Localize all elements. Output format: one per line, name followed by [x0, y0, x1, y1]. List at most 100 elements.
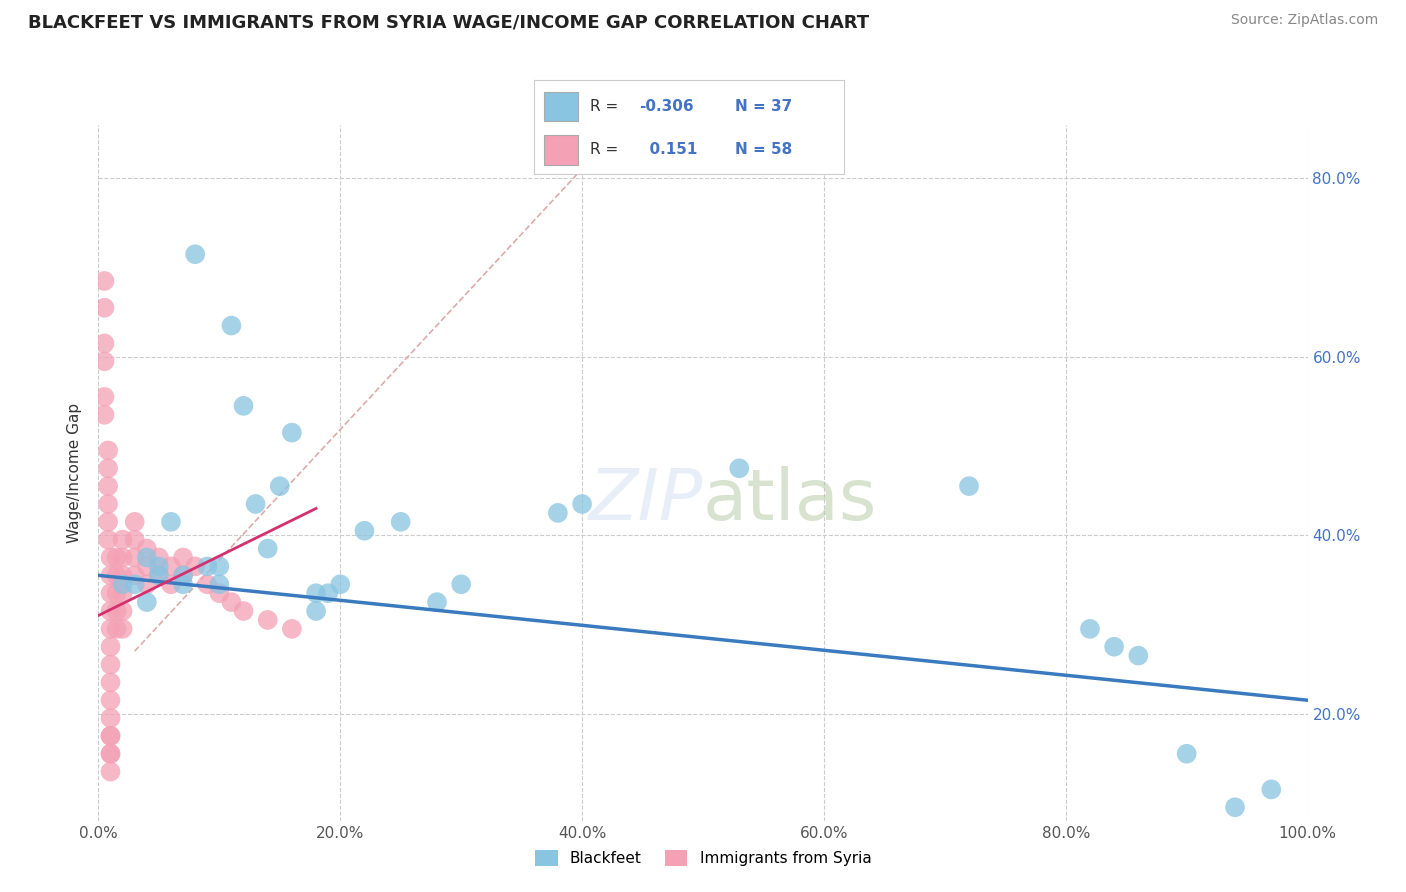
Point	[93, 390, 115, 404]
Point	[195, 577, 218, 591]
Point	[172, 550, 194, 565]
Point	[256, 613, 278, 627]
Point	[100, 747, 122, 761]
Y-axis label: Wage/Income Gap: Wage/Income Gap	[67, 402, 83, 543]
Point	[111, 568, 134, 582]
Point	[105, 622, 128, 636]
Point	[208, 559, 231, 574]
Point	[93, 274, 115, 288]
Point	[124, 568, 146, 582]
Point	[148, 550, 170, 565]
Point	[105, 568, 128, 582]
Point	[208, 586, 231, 600]
Point	[100, 640, 122, 654]
Text: R =: R =	[591, 142, 623, 157]
Text: ZIP: ZIP	[589, 467, 703, 535]
Point	[111, 622, 134, 636]
Point	[93, 301, 115, 315]
Point	[97, 497, 120, 511]
Point	[1128, 648, 1150, 663]
Point	[426, 595, 449, 609]
Point	[97, 479, 120, 493]
Point	[172, 568, 194, 582]
Point	[111, 586, 134, 600]
Text: 0.151: 0.151	[640, 142, 697, 157]
Point	[97, 533, 120, 547]
Point	[1175, 747, 1198, 761]
Point	[221, 595, 243, 609]
Point	[1078, 622, 1101, 636]
Point	[100, 550, 122, 565]
Point	[111, 550, 134, 565]
Point	[353, 524, 375, 538]
Point	[105, 604, 128, 618]
Point	[1260, 782, 1282, 797]
Point	[100, 693, 122, 707]
Point	[208, 577, 231, 591]
Point	[111, 577, 134, 591]
Point	[100, 747, 122, 761]
Point	[93, 336, 115, 351]
Point	[100, 657, 122, 672]
FancyBboxPatch shape	[544, 135, 578, 164]
Point	[97, 443, 120, 458]
Point	[100, 675, 122, 690]
Point	[135, 559, 157, 574]
Point	[1102, 640, 1125, 654]
Point	[160, 515, 183, 529]
Point	[124, 550, 146, 565]
Point	[100, 729, 122, 743]
Point	[245, 497, 267, 511]
Point	[1223, 800, 1246, 814]
Point	[232, 399, 254, 413]
Text: Source: ZipAtlas.com: Source: ZipAtlas.com	[1230, 13, 1378, 28]
Point	[100, 604, 122, 618]
Text: -0.306: -0.306	[640, 99, 695, 114]
Legend: Blackfeet, Immigrants from Syria: Blackfeet, Immigrants from Syria	[529, 844, 877, 872]
Text: BLACKFEET VS IMMIGRANTS FROM SYRIA WAGE/INCOME GAP CORRELATION CHART: BLACKFEET VS IMMIGRANTS FROM SYRIA WAGE/…	[28, 13, 869, 31]
Point	[111, 604, 134, 618]
Point	[571, 497, 593, 511]
Point	[111, 533, 134, 547]
Point	[100, 622, 122, 636]
Point	[269, 479, 291, 493]
Point	[160, 559, 183, 574]
Point	[316, 586, 339, 600]
Point	[148, 568, 170, 582]
Text: atlas: atlas	[703, 467, 877, 535]
Point	[160, 577, 183, 591]
Point	[172, 577, 194, 591]
Point	[100, 764, 122, 779]
Point	[97, 461, 120, 475]
Point	[97, 515, 120, 529]
Point	[148, 568, 170, 582]
Text: N = 58: N = 58	[735, 142, 793, 157]
Point	[305, 604, 328, 618]
Point	[232, 604, 254, 618]
Point	[728, 461, 751, 475]
Point	[100, 729, 122, 743]
FancyBboxPatch shape	[544, 92, 578, 121]
Point	[135, 550, 157, 565]
Point	[148, 559, 170, 574]
Point	[93, 408, 115, 422]
Point	[172, 568, 194, 582]
Point	[184, 247, 207, 261]
Point	[256, 541, 278, 556]
Point	[100, 711, 122, 725]
Point	[329, 577, 352, 591]
Point	[93, 354, 115, 368]
Point	[135, 595, 157, 609]
Point	[100, 586, 122, 600]
Point	[281, 622, 304, 636]
Point	[135, 577, 157, 591]
Point	[450, 577, 472, 591]
Point	[184, 559, 207, 574]
Point	[389, 515, 412, 529]
Text: N = 37: N = 37	[735, 99, 793, 114]
Point	[105, 586, 128, 600]
Point	[547, 506, 569, 520]
Point	[100, 568, 122, 582]
Point	[124, 533, 146, 547]
Point	[281, 425, 304, 440]
